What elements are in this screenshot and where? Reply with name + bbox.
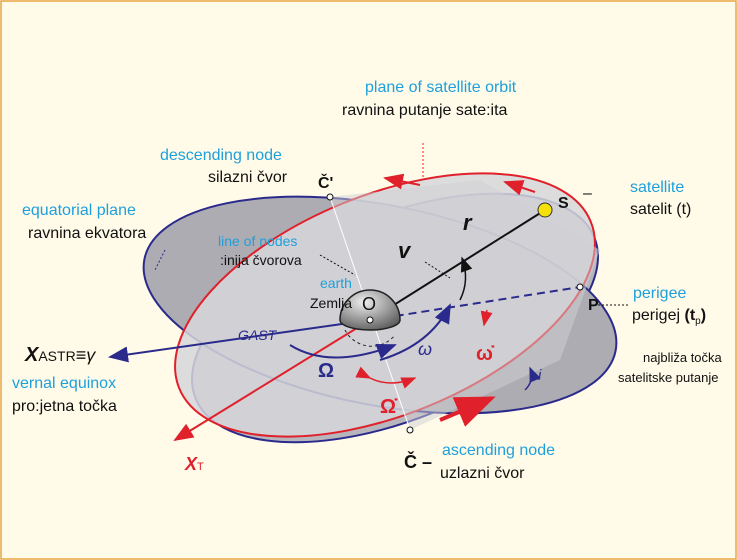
label: :inija čvorova — [220, 252, 302, 268]
label: Ω — [318, 360, 334, 382]
label: r — [463, 210, 473, 235]
perigee-line — [369, 286, 581, 321]
leader — [319, 254, 356, 276]
omega-rate-arrow — [480, 309, 493, 327]
omega-arc — [379, 303, 451, 361]
label: v — [398, 238, 412, 263]
label: pro:jetna točka — [12, 398, 117, 415]
label: ASTR — [38, 348, 75, 364]
label: najbliža točka — [643, 350, 723, 365]
orbit-arrow — [383, 173, 421, 190]
label: X — [24, 344, 40, 366]
label: X — [184, 454, 198, 474]
earth-lower — [344, 329, 396, 347]
label: uzlazni čvor — [440, 465, 525, 482]
xt-axis — [173, 319, 371, 442]
label: XASTR≡γ — [24, 344, 96, 366]
label: Ω̇ — [380, 396, 398, 418]
orbit-arrow — [503, 180, 536, 196]
label: vernal equinox — [12, 375, 116, 392]
label: descending node — [160, 147, 282, 164]
inclination-arc — [524, 366, 541, 391]
label: perigee — [633, 285, 686, 302]
label: equatorial plane — [22, 202, 136, 219]
label: ravnina ekvatora — [28, 225, 146, 242]
raan-rate-arrow — [355, 366, 417, 389]
label: ω — [418, 339, 432, 359]
satellite-point — [537, 202, 553, 218]
perigee-point — [576, 283, 584, 291]
label: (t — [684, 307, 695, 324]
label: earth — [320, 275, 352, 291]
label: line of nodes — [218, 233, 297, 249]
label: Č' — [318, 173, 333, 192]
label: S — [558, 195, 569, 212]
vernal-axis — [108, 319, 371, 363]
label: i — [538, 367, 542, 384]
label: Č – — [404, 451, 432, 472]
label: satellite — [630, 179, 684, 196]
radius-vector — [369, 209, 546, 321]
label: P — [588, 297, 599, 314]
node-point — [326, 193, 334, 201]
label: ≡γ — [76, 345, 97, 365]
raan-arc — [289, 343, 397, 359]
anomaly-arc — [459, 256, 473, 301]
label: silazni čvor — [208, 169, 288, 186]
label: p — [695, 316, 701, 327]
motion-arrow — [439, 396, 496, 427]
label: ravnina putanje sate:ita — [342, 102, 508, 119]
label: Zemlja — [310, 295, 352, 311]
label: plane of satellite orbit — [365, 79, 517, 96]
earth — [339, 289, 401, 331]
label: satelitske putanje — [618, 370, 718, 385]
origin — [366, 316, 374, 324]
label: perigej (tp) — [632, 307, 706, 327]
label: XT — [184, 454, 204, 474]
label: satelit (t) — [630, 201, 691, 218]
label: GAST — [238, 327, 278, 343]
label: O — [362, 294, 376, 314]
label: T — [197, 461, 204, 473]
label: ω̇ — [476, 343, 495, 365]
node-point — [406, 426, 414, 434]
label: – — [583, 185, 592, 202]
label: perigej — [632, 307, 680, 324]
leader — [424, 261, 451, 279]
label: ) — [701, 307, 706, 324]
label: ascending node — [442, 442, 555, 459]
